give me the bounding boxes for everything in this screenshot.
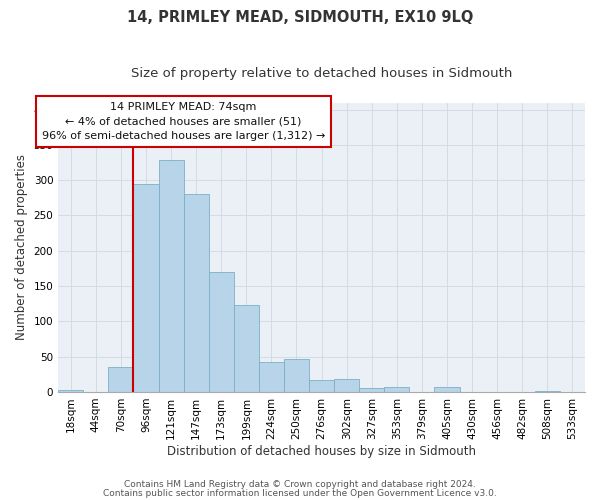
Bar xyxy=(434,387,460,392)
Bar xyxy=(109,366,133,392)
Bar xyxy=(133,184,158,392)
Title: Size of property relative to detached houses in Sidmouth: Size of property relative to detached ho… xyxy=(131,68,512,80)
X-axis label: Distribution of detached houses by size in Sidmouth: Distribution of detached houses by size … xyxy=(167,444,476,458)
Bar xyxy=(184,194,209,392)
Text: 14, PRIMLEY MEAD, SIDMOUTH, EX10 9LQ: 14, PRIMLEY MEAD, SIDMOUTH, EX10 9LQ xyxy=(127,10,473,25)
Text: Contains HM Land Registry data © Crown copyright and database right 2024.: Contains HM Land Registry data © Crown c… xyxy=(124,480,476,489)
Bar xyxy=(334,380,359,392)
Bar xyxy=(309,380,334,392)
Bar xyxy=(359,388,385,392)
Text: 14 PRIMLEY MEAD: 74sqm
← 4% of detached houses are smaller (51)
96% of semi-deta: 14 PRIMLEY MEAD: 74sqm ← 4% of detached … xyxy=(42,102,325,142)
Bar xyxy=(158,160,184,392)
Bar xyxy=(209,272,234,392)
Bar xyxy=(234,305,259,392)
Bar xyxy=(284,360,309,392)
Y-axis label: Number of detached properties: Number of detached properties xyxy=(15,154,28,340)
Bar xyxy=(259,362,284,392)
Bar xyxy=(385,387,409,392)
Text: Contains public sector information licensed under the Open Government Licence v3: Contains public sector information licen… xyxy=(103,489,497,498)
Bar xyxy=(58,390,83,392)
Bar xyxy=(535,390,560,392)
